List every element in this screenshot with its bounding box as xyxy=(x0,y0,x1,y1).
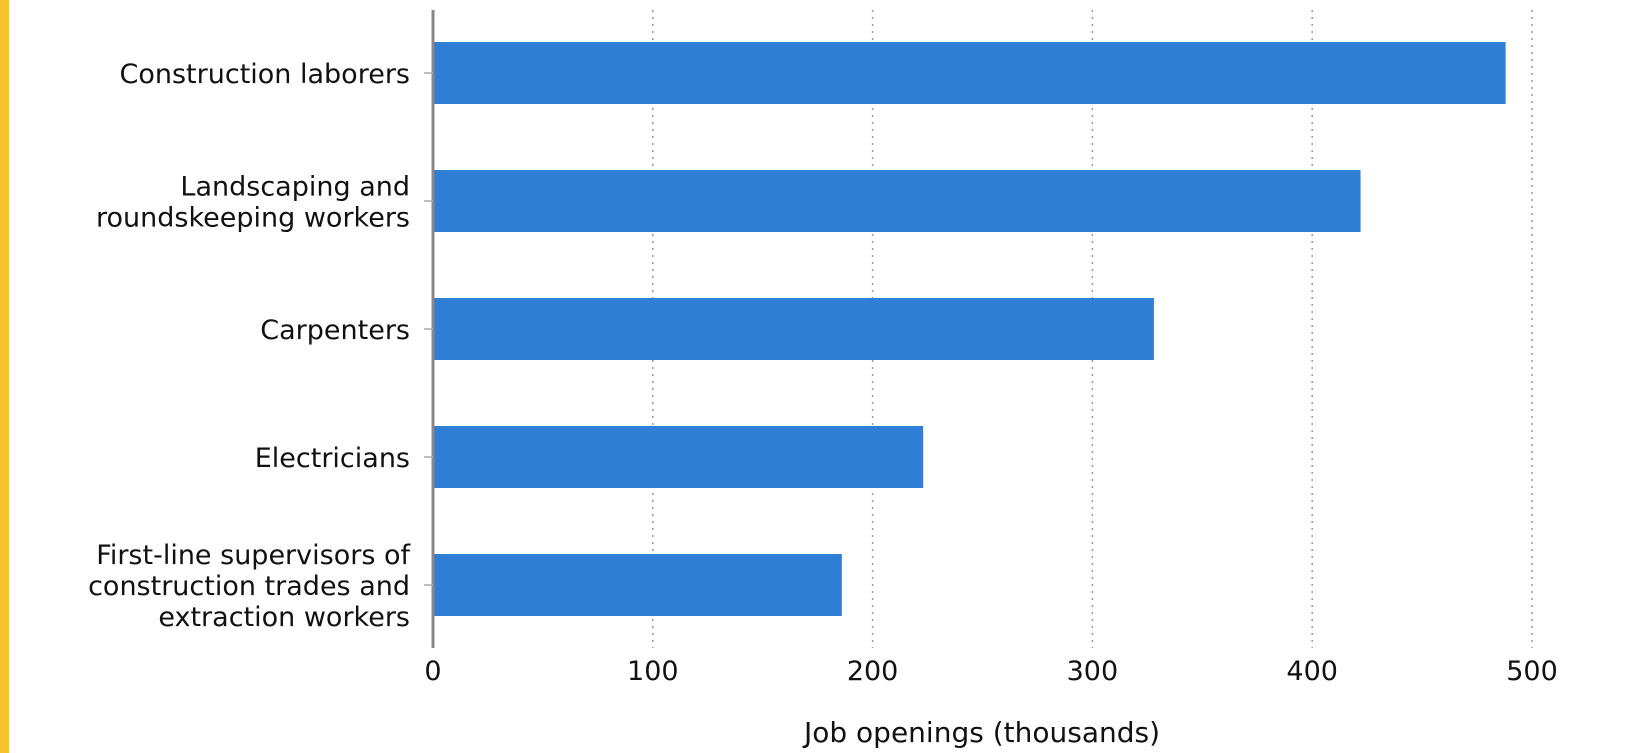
x-tick-label-500: 500 xyxy=(1506,656,1558,687)
x-tick-label-0: 0 xyxy=(424,656,441,687)
category-label-4: First-line supervisors of construction tr… xyxy=(88,540,411,633)
category-label-3: Electricians xyxy=(255,443,410,474)
category-label-line: roundskeeping workers xyxy=(96,203,410,234)
x-tick-label-100: 100 xyxy=(627,656,679,687)
bar-1 xyxy=(434,170,1361,232)
category-label-line: Carpenters xyxy=(260,315,410,346)
x-tick-label-200: 200 xyxy=(847,656,899,687)
bar-4 xyxy=(434,554,842,616)
category-label-line: extraction workers xyxy=(158,602,410,633)
category-label-line: Landscaping and xyxy=(180,172,410,203)
axes xyxy=(424,10,435,648)
grid-lines xyxy=(652,10,1533,648)
category-label-2: Carpenters xyxy=(260,315,410,346)
x-tick-labels: 0 100 200 300 400 500 xyxy=(424,656,1557,687)
category-label-1: Landscaping and roundskeeping workers xyxy=(96,172,410,234)
bar-0 xyxy=(434,42,1506,104)
x-tick-label-400: 400 xyxy=(1286,656,1338,687)
category-label-line: Construction laborers xyxy=(120,59,411,90)
category-label-line: construction trades and xyxy=(88,571,410,602)
category-labels: Construction laborers Landscaping and roun… xyxy=(88,59,411,633)
bars xyxy=(434,42,1506,616)
category-label-line: First-line supervisors of xyxy=(96,540,411,571)
bar-3 xyxy=(434,426,924,488)
category-label-line: Electricians xyxy=(255,443,410,474)
bar-2 xyxy=(434,298,1154,360)
x-tick-label-300: 300 xyxy=(1067,656,1119,687)
accent-bar xyxy=(0,0,9,753)
category-label-0: Construction laborers xyxy=(120,59,411,90)
x-axis-title: Job openings (thousands) xyxy=(802,716,1160,749)
